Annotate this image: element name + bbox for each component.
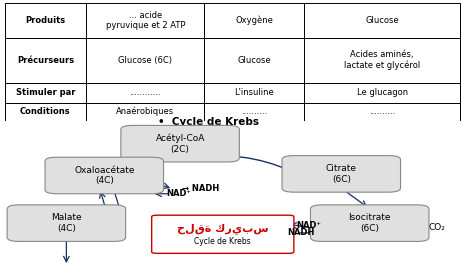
FancyBboxPatch shape: [45, 157, 164, 194]
Bar: [304, 38, 460, 83]
Bar: [86, 83, 204, 103]
Bar: [5, 83, 86, 103]
Text: Cycle de Krebs: Cycle de Krebs: [194, 238, 251, 246]
Text: Précurseurs: Précurseurs: [17, 56, 74, 65]
Text: NAD⁺: NAD⁺: [296, 221, 321, 230]
Text: Acides aminés,
lactate et glycérol: Acides aminés, lactate et glycérol: [344, 50, 420, 70]
FancyBboxPatch shape: [152, 215, 294, 253]
Bar: [86, 103, 204, 121]
FancyBboxPatch shape: [310, 205, 429, 241]
Bar: [5, 38, 86, 83]
Bar: [304, 83, 460, 103]
Bar: [5, 3, 86, 38]
Bar: [86, 3, 204, 38]
Text: ... acide
pyruvique et 2 ATP: ... acide pyruvique et 2 ATP: [106, 11, 185, 30]
Bar: [304, 3, 460, 38]
Bar: [86, 38, 204, 83]
Text: Glucose: Glucose: [237, 56, 271, 65]
Text: Produits: Produits: [25, 16, 65, 25]
Text: ..........: ..........: [241, 107, 267, 116]
Bar: [204, 3, 304, 38]
Text: Le glucagon: Le glucagon: [356, 89, 408, 97]
Text: Stimuler par: Stimuler par: [16, 89, 75, 97]
Text: Anaérobiques: Anaérobiques: [116, 107, 174, 116]
Text: → NADH: → NADH: [182, 184, 220, 193]
FancyBboxPatch shape: [282, 156, 401, 192]
Text: •  Cycle de Krebs: • Cycle de Krebs: [158, 118, 259, 127]
Text: ..........: ..........: [369, 107, 395, 116]
Text: L'insuline: L'insuline: [235, 89, 274, 97]
Text: Glucose: Glucose: [365, 16, 399, 25]
Text: NADH: NADH: [287, 229, 314, 238]
Bar: [5, 103, 86, 121]
Text: Oxygène: Oxygène: [236, 16, 273, 25]
FancyBboxPatch shape: [121, 125, 239, 162]
Bar: [204, 103, 304, 121]
FancyBboxPatch shape: [7, 205, 126, 241]
Bar: [204, 38, 304, 83]
Text: Isocitrate
(6C): Isocitrate (6C): [348, 213, 391, 233]
Bar: [304, 103, 460, 121]
Text: Glucose (6C): Glucose (6C): [118, 56, 172, 65]
Text: ............: ............: [129, 89, 161, 97]
Bar: [204, 83, 304, 103]
Text: Oxaloacétate
(4C): Oxaloacétate (4C): [74, 166, 135, 185]
Text: Citrate
(6C): Citrate (6C): [326, 164, 357, 184]
Text: Acétyl-CoA
(2C): Acétyl-CoA (2C): [155, 134, 205, 154]
Text: Conditions: Conditions: [20, 107, 71, 116]
Text: Malate
(4C): Malate (4C): [51, 213, 82, 233]
Text: NAD⁺: NAD⁺: [166, 189, 191, 198]
Text: CO₂: CO₂: [429, 222, 446, 232]
Text: حلقة كريبس: حلقة كريبس: [177, 224, 269, 235]
